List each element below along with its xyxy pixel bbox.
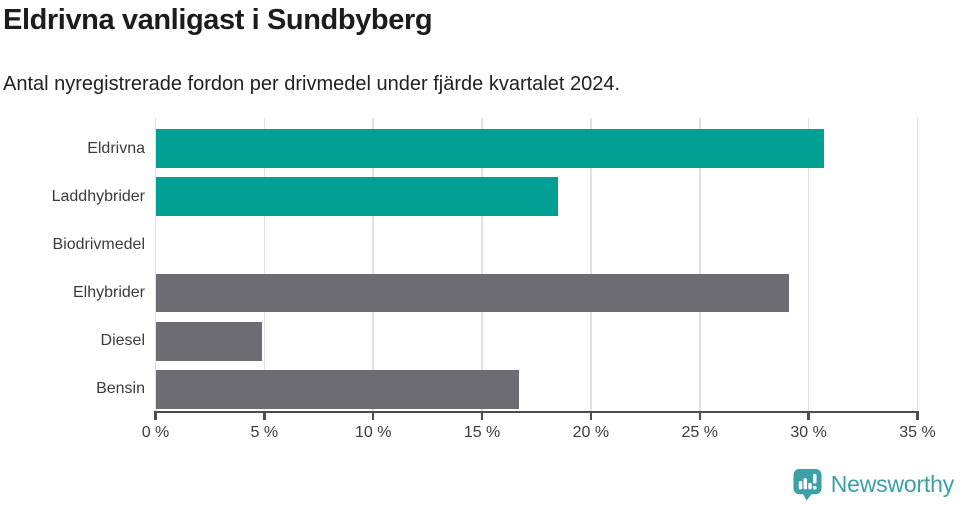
gridline bbox=[916, 118, 919, 411]
bar bbox=[155, 273, 789, 313]
x-axis-tick bbox=[154, 410, 157, 420]
gridline bbox=[372, 118, 374, 411]
x-axis-tick bbox=[480, 410, 484, 420]
category-label: Biodrivmedel bbox=[52, 235, 145, 253]
bar bbox=[155, 321, 263, 361]
gridline bbox=[481, 118, 483, 411]
x-axis-tick-label: 0 % bbox=[141, 424, 170, 441]
x-axis-tick-label: 35 % bbox=[899, 424, 936, 441]
x-axis-tick bbox=[698, 410, 701, 420]
x-axis-tick bbox=[371, 410, 375, 420]
category-label: Bensin bbox=[96, 380, 145, 398]
x-axis-tick bbox=[807, 410, 810, 420]
bar bbox=[155, 370, 520, 409]
x-axis-tick-label: 5 % bbox=[250, 424, 279, 441]
x-axis-tick-label: 25 % bbox=[681, 424, 718, 441]
chart-subtitle: Antal nyregistrerade fordon per drivmede… bbox=[3, 73, 621, 95]
gridline bbox=[699, 118, 701, 411]
x-axis-tick-label: 20 % bbox=[572, 424, 610, 441]
gridline bbox=[263, 118, 266, 411]
x-axis-tick bbox=[589, 410, 593, 420]
brand-footer: Newsworthy bbox=[792, 468, 954, 501]
x-axis-line bbox=[154, 410, 919, 413]
x-axis-tick-label: 15 % bbox=[463, 424, 501, 441]
x-axis-tick-label: 10 % bbox=[354, 424, 392, 441]
gridline bbox=[154, 118, 157, 411]
category-label: Laddhybrider bbox=[51, 187, 145, 205]
newsworthy-logo-icon bbox=[792, 468, 823, 501]
x-axis-tick bbox=[263, 410, 266, 420]
category-label: Diesel bbox=[100, 332, 145, 350]
category-label: Eldrivna bbox=[87, 139, 145, 157]
brand-name: Newsworthy bbox=[830, 471, 954, 497]
gridline bbox=[590, 118, 592, 411]
bar bbox=[155, 177, 559, 217]
category-label: Elhybrider bbox=[72, 284, 145, 302]
x-axis-tick-label: 30 % bbox=[790, 424, 827, 441]
chart-title: Eldrivna vanligast i Sundbyberg bbox=[3, 4, 433, 36]
x-axis-tick bbox=[916, 410, 919, 420]
gridline bbox=[807, 118, 810, 411]
bar bbox=[155, 129, 824, 168]
